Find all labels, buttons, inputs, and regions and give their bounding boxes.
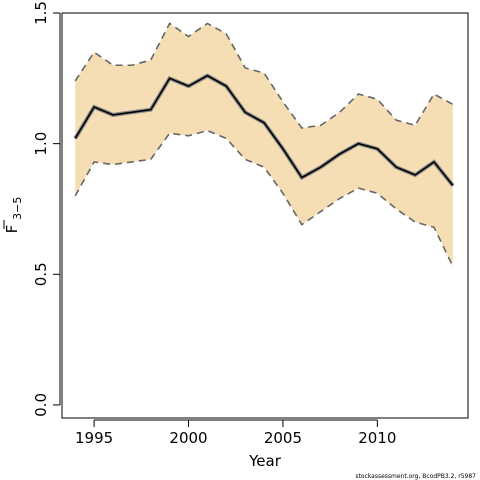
x-tick-label: 2005 [264, 429, 302, 447]
x-tick-label: 2010 [358, 429, 396, 447]
y-tick-label: 1.5 [32, 1, 50, 25]
y-axis: 0.0 0.5 1.0 1.5 [32, 1, 61, 417]
credit-text: stockassessment.org, BcodPB3.2, r5987 [355, 473, 476, 480]
y-axis-title-subscript: 3−5 [11, 197, 24, 220]
y-tick-label: 0.5 [32, 262, 50, 286]
plot-frame [61, 12, 469, 419]
x-tick-label: 2000 [169, 429, 207, 447]
x-axis: 1995 2000 2005 2010 [75, 419, 396, 447]
y-tick-label: 1.0 [32, 132, 50, 156]
svg-text:F 3−5: F 3−5 [3, 197, 24, 234]
x-tick-label: 1995 [75, 429, 113, 447]
estimate-line [74, 74, 454, 186]
y-axis-title-main: F [3, 225, 21, 234]
y-tick-label: 0.0 [32, 393, 50, 417]
lower-bound-line [74, 129, 454, 267]
y-axis-title: F 3−5 [3, 197, 24, 234]
upper-bound-line [74, 22, 454, 129]
confidence-band [75, 23, 453, 267]
plot-area [73, 22, 455, 267]
x-axis-title: Year [248, 452, 282, 470]
